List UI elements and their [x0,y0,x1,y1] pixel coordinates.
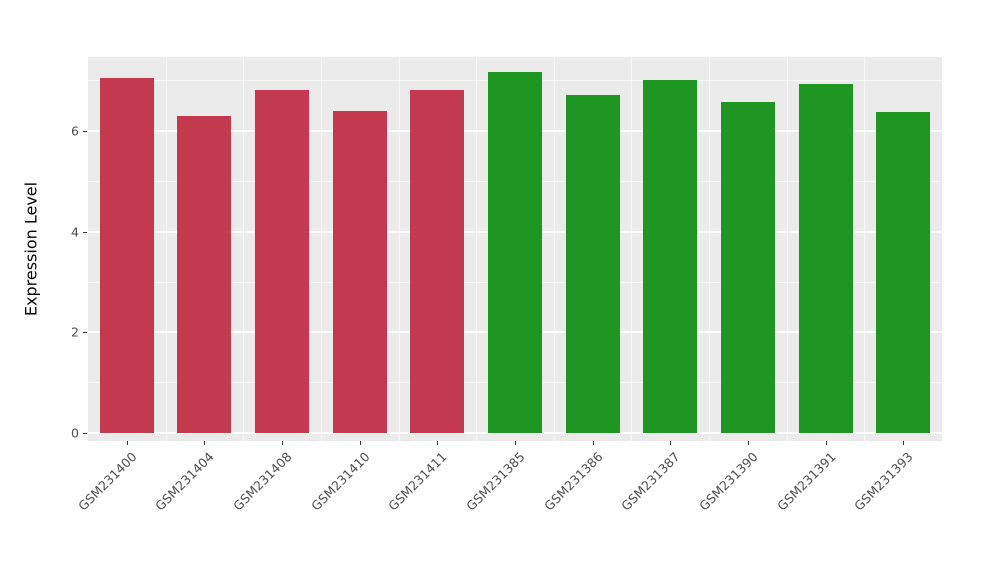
y-tick-label: 2 [71,324,79,340]
y-tick-label: 0 [71,425,79,441]
y-tick-mark [83,332,87,334]
x-tick-label-GSM231410: GSM231410 [307,449,373,514]
x-tick-label-GSM231400: GSM231400 [74,449,140,514]
bar-GSM231387 [643,79,698,433]
x-tick-label-GSM231391: GSM231391 [773,449,839,514]
gridline-major [88,432,942,434]
x-tick-mark [126,441,128,445]
y-tick-mark [83,131,87,133]
bar-GSM231408 [255,89,310,433]
y-tick-mark [83,231,87,233]
bar-GSM231385 [488,71,542,433]
y-tick-label: 4 [71,224,79,240]
gridline-vertical [786,57,788,441]
x-tick-label-GSM231393: GSM231393 [851,449,916,514]
gridline-vertical [864,57,866,441]
plot-panel [88,57,942,441]
gridline-vertical [398,57,400,441]
x-tick-mark [903,441,905,445]
bar-GSM231390 [720,101,775,433]
bar-GSM231386 [565,94,620,433]
gridline-vertical [243,57,245,441]
x-tick-mark [282,441,284,445]
x-tick-mark [747,441,749,445]
y-tick-mark [83,433,87,434]
gridline-vertical [631,57,633,441]
bar-GSM231393 [876,111,931,433]
x-tick-mark [515,441,516,445]
gridline-vertical [476,57,478,441]
x-tick-label-GSM231385: GSM231385 [463,449,528,514]
bar-GSM231404 [177,115,232,433]
gridline-vertical [320,57,322,441]
x-tick-label-GSM231408: GSM231408 [230,449,295,514]
bar-GSM231411 [410,89,465,433]
x-tick-mark [592,441,594,445]
x-tick-mark [437,441,439,445]
x-tick-label-GSM231386: GSM231386 [540,449,606,514]
x-tick-mark [359,441,361,445]
bar-GSM231391 [798,83,853,433]
bar-GSM231400 [99,78,154,433]
gridline-vertical [553,57,555,441]
x-tick-label-GSM231390: GSM231390 [696,449,761,514]
y-axis-title: Expression Level [21,181,41,317]
x-tick-label-GSM231387: GSM231387 [618,449,683,514]
x-tick-mark [825,441,827,445]
bar-GSM231410 [332,110,387,433]
x-tick-label-GSM231411: GSM231411 [385,449,450,514]
x-tick-label-GSM231404: GSM231404 [152,449,218,514]
gridline-vertical [165,57,167,441]
gridline-vertical [709,57,711,441]
x-tick-mark [204,441,206,445]
y-tick-label: 6 [71,123,79,139]
x-tick-mark [670,441,672,445]
